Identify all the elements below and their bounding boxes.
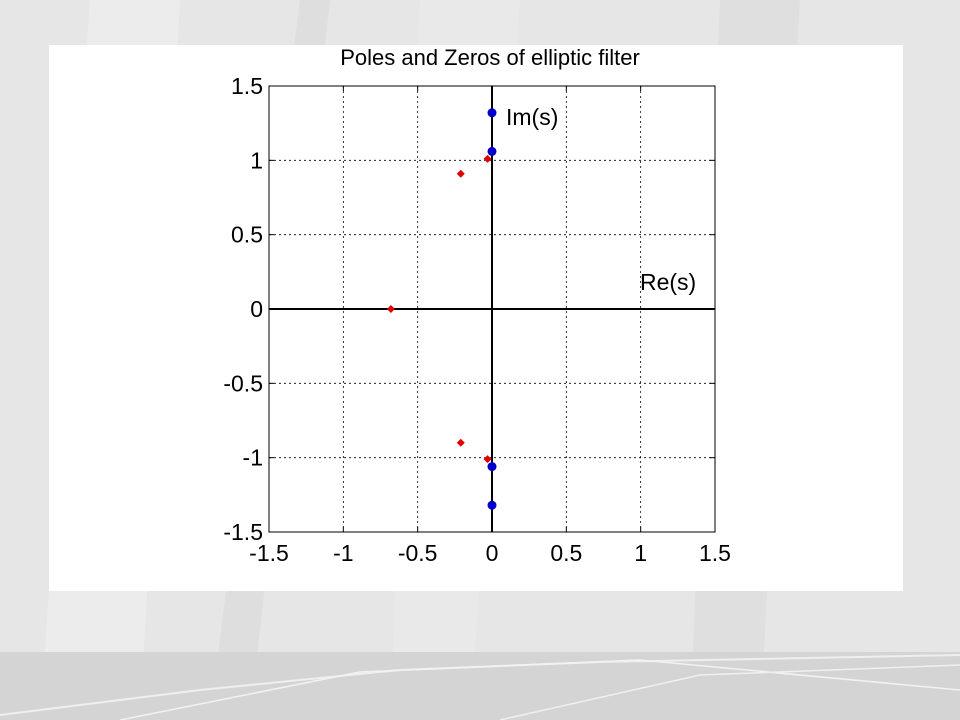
data-points	[386, 108, 497, 510]
x-tick-label: 1	[634, 540, 647, 566]
x-tick-label: -1	[333, 540, 353, 566]
pole-marker	[456, 438, 465, 447]
zero-axes	[269, 86, 715, 532]
real-axis-label: Re(s)	[640, 269, 696, 295]
tick-marks	[268, 85, 716, 533]
pole-marker	[483, 154, 492, 163]
x-tick-label: 0	[486, 540, 499, 566]
x-tick-label: -1.5	[249, 540, 289, 566]
pole-marker	[456, 169, 465, 178]
zero-marker	[487, 462, 497, 472]
zero-marker	[487, 108, 497, 118]
pole-marker	[386, 305, 395, 313]
x-tick-label: 1.5	[699, 540, 731, 566]
y-tick-labels: 1.5 1 0.5 0 -0.5 -1 -1.5	[223, 73, 263, 545]
y-tick-label: -1	[243, 445, 263, 471]
x-tick-label: 0.5	[550, 540, 582, 566]
zero-marker	[487, 146, 497, 156]
y-tick-label: 0	[250, 296, 263, 322]
y-tick-label: 1	[250, 147, 263, 173]
chart-title: Poles and Zeros of elliptic filter	[340, 45, 640, 70]
x-tick-label: -0.5	[398, 540, 438, 566]
y-tick-label: -0.5	[223, 370, 263, 396]
pole-marker	[483, 455, 492, 464]
x-tick-labels: -1.5 -1 -0.5 0 0.5 1 1.5	[249, 540, 731, 566]
zero-marker	[487, 500, 497, 510]
y-tick-label: -1.5	[223, 519, 263, 545]
imag-axis-label: Im(s)	[506, 104, 558, 130]
y-tick-label: 0.5	[231, 222, 263, 248]
y-tick-label: 1.5	[231, 73, 263, 99]
